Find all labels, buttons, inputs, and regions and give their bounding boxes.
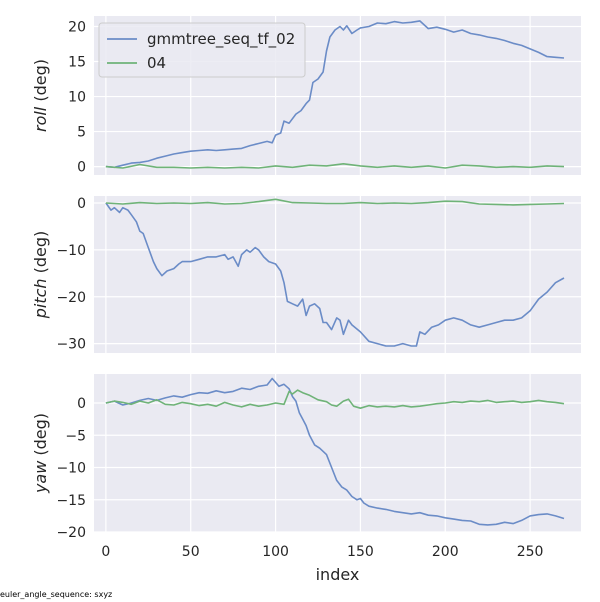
x-tick-label: 250 xyxy=(517,544,544,560)
series-line-04 xyxy=(105,163,565,169)
legend-label-04: 04 xyxy=(147,54,166,72)
x-axis-label: index xyxy=(316,565,360,584)
x-tick-label: 200 xyxy=(432,544,459,560)
y-axis-label-italic: pitch xyxy=(31,278,50,319)
footnote: euler_angle_sequence: sxyz xyxy=(0,590,113,599)
plot-background xyxy=(94,196,581,353)
series-line-gmmtree xyxy=(105,202,565,347)
y-tick-label: −5 xyxy=(65,428,86,444)
y-axis-label-italic: yaw xyxy=(31,460,50,494)
legend-label-gmmtree: gmmtree_seq_tf_02 xyxy=(147,30,295,49)
y-tick-label: 0 xyxy=(77,196,86,212)
x-tick-label: 150 xyxy=(347,544,374,560)
y-tick-label: −20 xyxy=(56,525,86,541)
y-axis-label: pitch (deg) xyxy=(31,231,50,320)
y-axis-label-units: (deg) xyxy=(31,413,50,461)
y-axis-label-units: (deg) xyxy=(31,59,50,107)
series-line-gmmtree xyxy=(105,20,565,169)
y-tick-label: 0 xyxy=(77,396,86,412)
y-tick-label: −30 xyxy=(56,337,86,353)
panel-2: 0 −10 −20 −30 pitch (deg) xyxy=(31,196,581,353)
x-tick-label: 50 xyxy=(182,544,200,560)
y-axis-label: roll (deg) xyxy=(31,59,50,132)
y-tick-label: −10 xyxy=(56,461,86,477)
y-tick-label: −10 xyxy=(56,243,86,259)
legend: gmmtree_seq_tf_02 04 xyxy=(98,22,306,78)
series-line-04 xyxy=(105,198,565,206)
y-tick-label: 10 xyxy=(68,90,86,106)
y-tick-label: 5 xyxy=(77,125,86,141)
x-tick-label: 0 xyxy=(101,544,110,560)
y-axis-label-italic: roll xyxy=(31,106,50,132)
series-line-04 xyxy=(105,389,565,409)
legend-box xyxy=(98,22,306,78)
y-tick-label: −15 xyxy=(56,493,86,509)
y-tick-label: 0 xyxy=(77,160,86,176)
y-tick-label: 15 xyxy=(68,55,86,71)
panel-3: 0 −5 −10 −15 −20 yaw (deg) 0 50 100 150 200 250 inde… xyxy=(31,374,581,584)
series-line-gmmtree xyxy=(105,377,565,526)
panel-1: 0 5 10 15 20 roll (deg) gmmtree_seq_tf_02 04 xyxy=(31,16,581,176)
y-tick-label: −20 xyxy=(56,290,86,306)
y-tick-label: 20 xyxy=(68,20,86,36)
y-axis-label: yaw (deg) xyxy=(31,413,50,494)
y-axis-label-units: (deg) xyxy=(31,231,50,279)
plot-background xyxy=(94,374,581,532)
x-tick-label: 100 xyxy=(262,544,289,560)
